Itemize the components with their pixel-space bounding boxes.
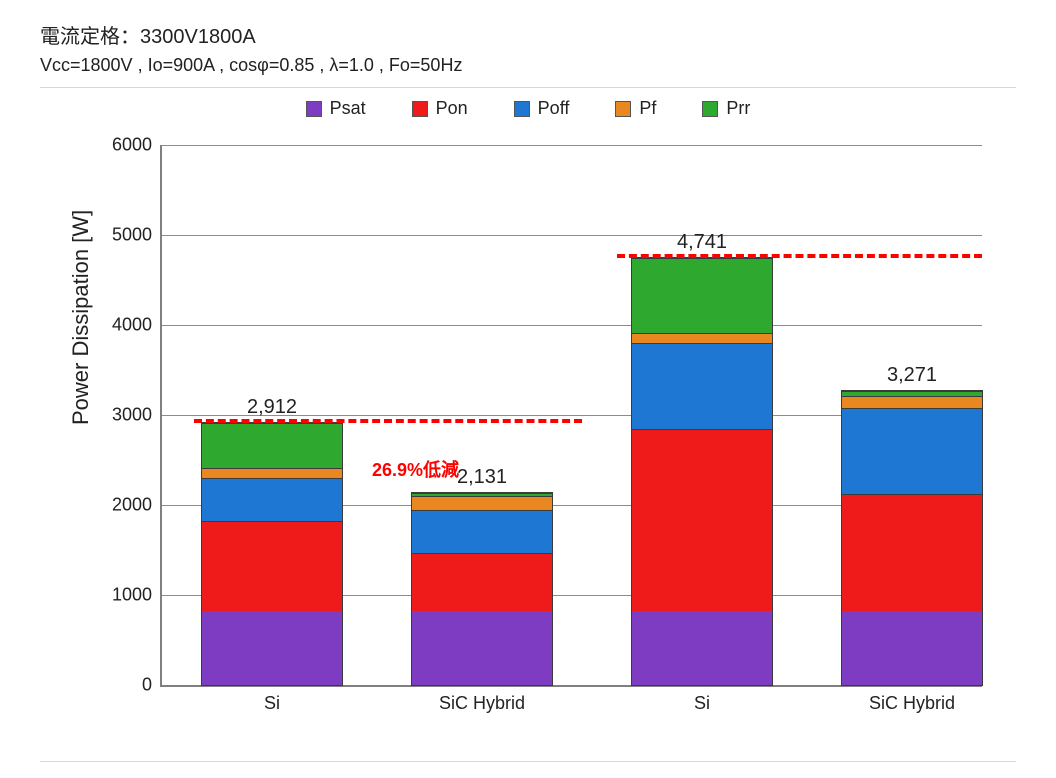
grid-line [162,325,982,326]
chart-legend: Psat Pon Poff Pf Prr [40,98,1016,119]
reduction-annotation: 26.9%低減 [372,456,459,482]
y-tick-label: 1000 [100,585,152,606]
legend-label: Poff [538,98,570,119]
legend-swatch [702,101,718,117]
chart-area: Power Dissipation [W] 010002000300040005… [50,125,1010,745]
bar [632,258,772,685]
legend-label: Psat [330,98,366,119]
header-line-1: 電流定格：3300V1800A [40,22,1016,52]
x-tick-label: SiC Hybrid [439,693,525,714]
legend-label: Pf [639,98,656,119]
bar-segment-pon [632,429,772,611]
grid-line [162,235,982,236]
legend-swatch [412,101,428,117]
y-tick-label: 5000 [100,225,152,246]
bar-total-label: 3,271 [887,364,937,387]
legend-label: Pon [436,98,468,119]
bar-segment-poff [632,343,772,429]
y-tick-label: 2000 [100,495,152,516]
reference-line [617,254,982,258]
legend-swatch [615,101,631,117]
chart-page: 電流定格：3300V1800A Vcc=1800V , Io=900A , co… [0,0,1056,778]
bar-segment-pf [632,333,772,343]
legend-item: Psat [306,98,366,119]
header-line-2: Vcc=1800V , Io=900A , cosφ=0.85 , λ=1.0 … [40,52,1016,79]
x-tick-label: Si [694,693,710,714]
legend-swatch [514,101,530,117]
bar-segment-poff [842,408,982,494]
legend-label: Prr [726,98,750,119]
bar-segment-psat [412,611,552,685]
bar-segment-pf [202,468,342,478]
bar-segment-pon [842,494,982,611]
bar-total-label: 2,131 [457,466,507,489]
bar-segment-psat [632,611,772,685]
bar-segment-prr [632,258,772,333]
bar-total-label: 2,912 [247,396,297,419]
grid-line [162,145,982,146]
reference-line [194,419,582,423]
bar-segment-poff [202,478,342,521]
y-tick-label: 3000 [100,405,152,426]
chart-header: 電流定格：3300V1800A Vcc=1800V , Io=900A , co… [40,22,1016,88]
legend-item: Pon [412,98,468,119]
legend-item: Pf [615,98,656,119]
bar-segment-prr [202,423,342,468]
bar-segment-pon [202,521,342,611]
bar [202,423,342,685]
legend-item: Prr [702,98,750,119]
x-tick-label: Si [264,693,280,714]
y-tick-label: 6000 [100,135,152,156]
y-tick-label: 0 [100,675,152,696]
bar-total-label: 4,741 [677,231,727,254]
bar-segment-pf [412,496,552,510]
plot-area: 01000200030004000500060002,912Si2,131SiC… [160,145,982,687]
bar-segment-pon [412,553,552,612]
bar-segment-psat [842,611,982,685]
legend-item: Poff [514,98,570,119]
y-tick-label: 4000 [100,315,152,336]
legend-swatch [306,101,322,117]
bar [842,391,982,685]
bar-segment-poff [412,510,552,553]
bar-segment-pf [842,396,982,408]
bar [412,493,552,685]
y-axis-title: Power Dissipation [W] [68,210,94,425]
bar-segment-psat [202,611,342,685]
x-tick-label: SiC Hybrid [869,693,955,714]
footer-divider [40,761,1016,762]
